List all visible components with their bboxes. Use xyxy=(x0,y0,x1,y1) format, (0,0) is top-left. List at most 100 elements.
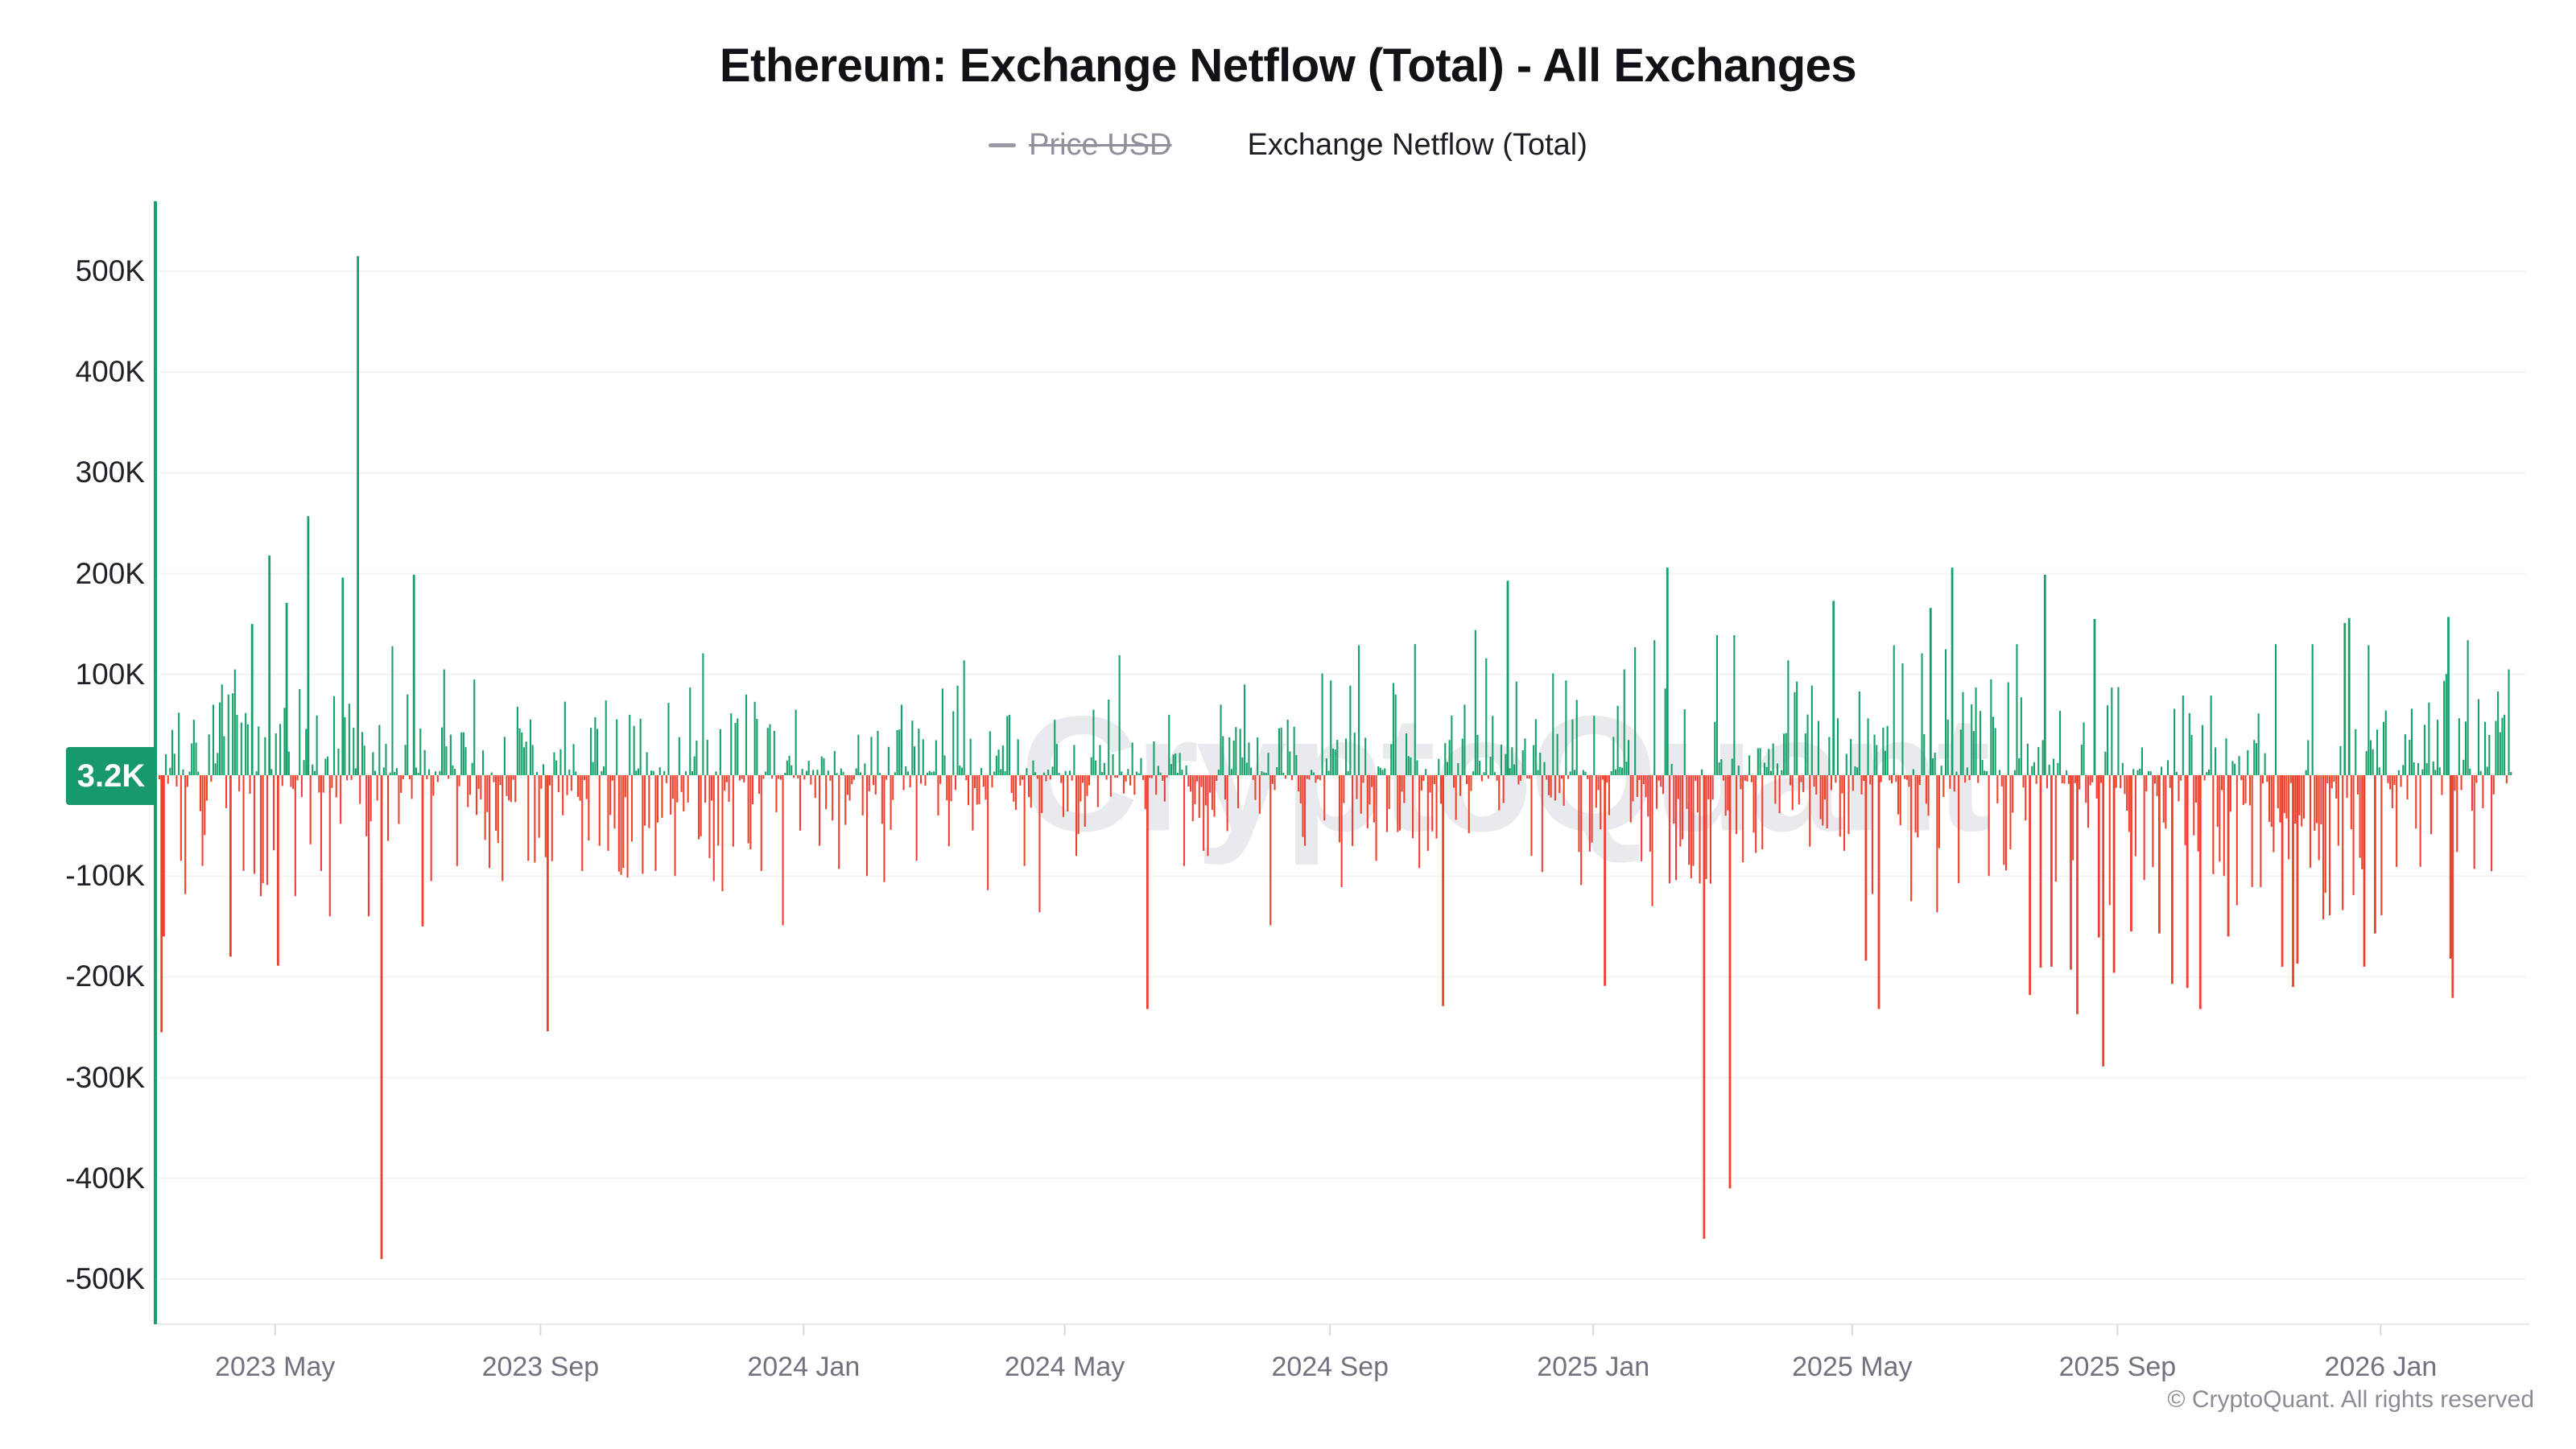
netflow-bar[interactable] xyxy=(1239,729,1241,775)
netflow-bar[interactable] xyxy=(2153,775,2156,784)
netflow-bar[interactable] xyxy=(225,775,228,808)
netflow-bar[interactable] xyxy=(689,687,691,775)
netflow-bar[interactable] xyxy=(848,775,851,801)
netflow-bar[interactable] xyxy=(860,772,862,776)
netflow-bar[interactable] xyxy=(435,771,437,775)
netflow-bar[interactable] xyxy=(1054,720,1056,775)
netflow-bar[interactable] xyxy=(1278,728,1280,775)
netflow-bar[interactable] xyxy=(918,729,920,775)
netflow-bar[interactable] xyxy=(2255,743,2257,775)
netflow-bar[interactable] xyxy=(341,577,345,775)
netflow-bar[interactable] xyxy=(158,775,160,780)
netflow-bar[interactable] xyxy=(1946,719,1949,775)
netflow-bar[interactable] xyxy=(1612,737,1615,775)
netflow-bar[interactable] xyxy=(1867,718,1869,775)
netflow-bar[interactable] xyxy=(2510,772,2512,775)
netflow-bar[interactable] xyxy=(795,709,797,775)
netflow-bar[interactable] xyxy=(448,775,450,779)
netflow-bar[interactable] xyxy=(296,775,299,781)
netflow-bar[interactable] xyxy=(2273,775,2275,852)
netflow-bar[interactable] xyxy=(965,775,968,781)
netflow-bar[interactable] xyxy=(331,775,333,788)
netflow-bar[interactable] xyxy=(2085,775,2087,803)
netflow-bar[interactable] xyxy=(1645,775,1647,798)
netflow-bar[interactable] xyxy=(1284,775,1286,779)
netflow-bar[interactable] xyxy=(2329,775,2331,915)
netflow-bar[interactable] xyxy=(622,775,625,869)
netflow-bar[interactable] xyxy=(210,775,213,782)
netflow-bar[interactable] xyxy=(268,555,271,775)
netflow-bar[interactable] xyxy=(2264,753,2266,775)
netflow-bar[interactable] xyxy=(816,770,819,775)
netflow-bar[interactable] xyxy=(1763,762,1765,776)
netflow-bar[interactable] xyxy=(1248,742,1250,775)
netflow-bar[interactable] xyxy=(2115,775,2117,788)
netflow-bar[interactable] xyxy=(1159,772,1162,775)
netflow-bar[interactable] xyxy=(1619,766,1621,775)
netflow-bar[interactable] xyxy=(1399,775,1402,831)
netflow-bar[interactable] xyxy=(165,754,167,775)
netflow-bar[interactable] xyxy=(313,770,316,775)
netflow-bar[interactable] xyxy=(741,775,743,779)
netflow-bar[interactable] xyxy=(1001,745,1004,775)
netflow-bar[interactable] xyxy=(1216,775,1218,781)
netflow-bar[interactable] xyxy=(1988,775,1990,877)
netflow-bar[interactable] xyxy=(905,766,907,775)
netflow-bar[interactable] xyxy=(1688,775,1690,865)
netflow-bar[interactable] xyxy=(1740,775,1742,790)
netflow-bar[interactable] xyxy=(1942,775,1945,798)
netflow-bar[interactable] xyxy=(671,775,674,799)
netflow-bar[interactable] xyxy=(1407,756,1410,775)
netflow-bar[interactable] xyxy=(242,775,245,871)
netflow-bar[interactable] xyxy=(812,770,815,776)
netflow-bar[interactable] xyxy=(1047,770,1050,775)
netflow-bar[interactable] xyxy=(469,775,471,795)
netflow-bar[interactable] xyxy=(1632,775,1634,802)
netflow-bar[interactable] xyxy=(395,768,398,775)
netflow-bar[interactable] xyxy=(192,720,195,775)
netflow-bar[interactable] xyxy=(412,574,415,775)
netflow-bar[interactable] xyxy=(2315,775,2318,824)
netflow-bar[interactable] xyxy=(2352,775,2355,895)
netflow-bar[interactable] xyxy=(259,775,262,897)
netflow-bar[interactable] xyxy=(2121,762,2124,775)
netflow-bar[interactable] xyxy=(661,775,663,818)
netflow-bar[interactable] xyxy=(1506,580,1509,775)
netflow-bar[interactable] xyxy=(1748,755,1751,775)
netflow-bar[interactable] xyxy=(1034,772,1037,775)
netflow-bar[interactable] xyxy=(2165,775,2167,829)
netflow-bar[interactable] xyxy=(1752,775,1755,833)
netflow-bar[interactable] xyxy=(2441,775,2443,795)
netflow-bar[interactable] xyxy=(2499,732,2501,776)
netflow-bar[interactable] xyxy=(2000,775,2003,786)
netflow-bar[interactable] xyxy=(1304,775,1307,846)
netflow-bar[interactable] xyxy=(1064,770,1067,775)
netflow-bar[interactable] xyxy=(1615,769,1617,775)
netflow-bar[interactable] xyxy=(1163,775,1166,802)
netflow-bar[interactable] xyxy=(553,752,555,775)
netflow-bar[interactable] xyxy=(1940,766,1942,775)
netflow-bar[interactable] xyxy=(1099,745,1101,776)
netflow-bar[interactable] xyxy=(773,730,775,775)
netflow-bar[interactable] xyxy=(1931,758,1934,775)
netflow-bar[interactable] xyxy=(299,688,301,775)
netflow-bar[interactable] xyxy=(1067,775,1069,811)
netflow-bar[interactable] xyxy=(1470,775,1472,791)
netflow-bar[interactable] xyxy=(367,775,369,917)
netflow-bar[interactable] xyxy=(706,739,708,775)
netflow-bar[interactable] xyxy=(1746,775,1748,782)
netflow-bar[interactable] xyxy=(1977,775,1979,783)
netflow-bar[interactable] xyxy=(1226,775,1228,832)
netflow-bar[interactable] xyxy=(400,775,402,793)
netflow-bar[interactable] xyxy=(1917,775,1919,838)
netflow-bar[interactable] xyxy=(572,744,575,775)
netflow-bar[interactable] xyxy=(2005,775,2008,871)
netflow-bar[interactable] xyxy=(502,775,504,881)
netflow-bar[interactable] xyxy=(264,737,266,775)
netflow-bar[interactable] xyxy=(585,775,588,799)
netflow-bar[interactable] xyxy=(939,775,942,784)
netflow-bar[interactable] xyxy=(2421,769,2424,775)
netflow-bar[interactable] xyxy=(2216,775,2219,828)
netflow-bar[interactable] xyxy=(354,768,357,776)
netflow-bar[interactable] xyxy=(960,767,963,775)
